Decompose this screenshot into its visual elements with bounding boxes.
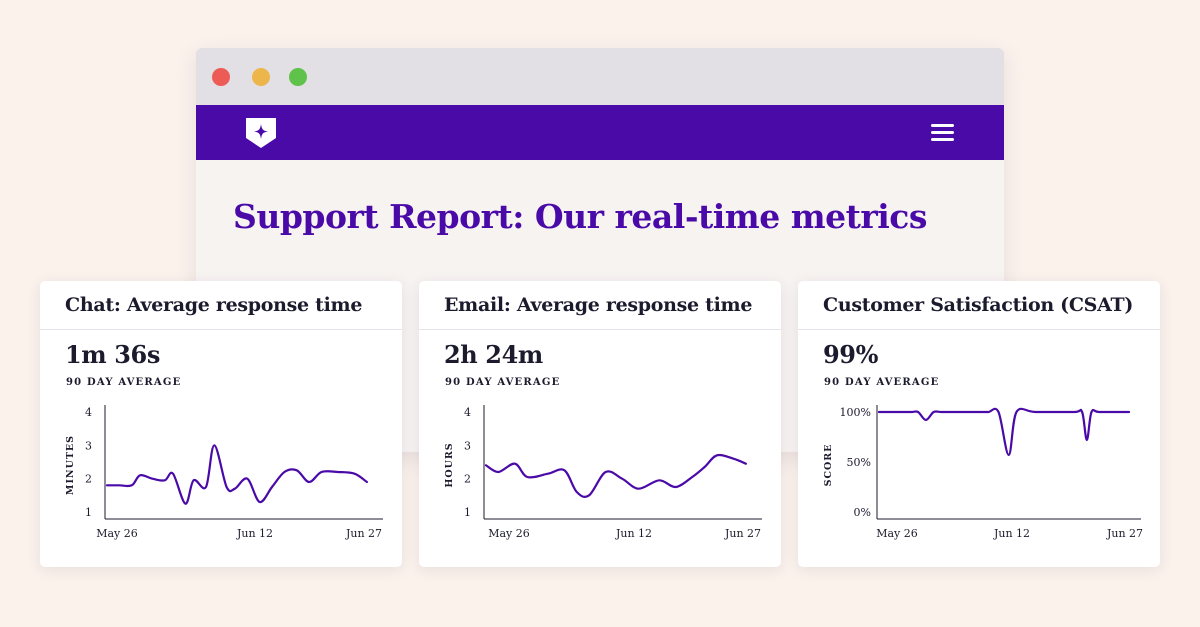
series-line (877, 407, 1131, 457)
card-title: Email: Average response time (419, 281, 781, 330)
metric-subtitle: 90 DAY AVERAGE (824, 377, 940, 388)
x-tick-label: May 26 (488, 527, 530, 540)
metric-subtitle: 90 DAY AVERAGE (66, 377, 182, 388)
csat-card: Customer Satisfaction (CSAT) 99% 90 DAY … (798, 281, 1160, 567)
browser-window: Support Report: Our real-time metrics (196, 48, 1004, 452)
y-axis-label: SCORE (823, 444, 834, 487)
series-line (105, 444, 368, 505)
x-tick-label: May 26 (96, 527, 138, 540)
y-tick-label: 4 (464, 406, 471, 419)
email-response-card: Email: Average response time 2h 24m 90 D… (419, 281, 781, 567)
close-window-button[interactable] (212, 68, 230, 86)
x-tick-label: Jun 27 (345, 527, 382, 540)
x-tick-label: Jun 12 (615, 527, 652, 540)
page-title: Support Report: Our real-time metrics (233, 197, 927, 236)
y-axis-label: MINUTES (65, 435, 76, 495)
x-tick-label: Jun 27 (1106, 527, 1143, 540)
y-tick-label: 3 (85, 439, 92, 452)
x-tick-label: Jun 12 (236, 527, 273, 540)
metric-value: 2h 24m (444, 340, 543, 369)
maximize-window-button[interactable] (289, 68, 307, 86)
browser-titlebar (196, 48, 1004, 105)
metric-value: 1m 36s (65, 340, 160, 369)
y-tick-label: 4 (85, 406, 92, 419)
y-tick-label: 100% (840, 406, 871, 419)
hamburger-menu-icon[interactable] (931, 124, 954, 141)
minimize-window-button[interactable] (252, 68, 270, 86)
y-axis-label: HOURS (444, 442, 455, 487)
y-tick-label: 50% (847, 456, 871, 469)
logo-icon[interactable] (245, 117, 277, 149)
site-navbar (196, 105, 1004, 160)
email-response-chart: 1 2 3 4 HOURS May 26 Jun 12 Jun 27 (444, 405, 762, 540)
chat-response-card: Chat: Average response time 1m 36s 90 DA… (40, 281, 402, 567)
x-tick-label: May 26 (876, 527, 918, 540)
y-tick-label: 1 (464, 506, 471, 519)
card-title: Customer Satisfaction (CSAT) (798, 281, 1160, 330)
csat-chart: 0% 50% 100% SCORE May 26 Jun 12 Jun 27 (823, 405, 1143, 540)
chat-response-chart: 1 2 3 4 MINUTES May 26 Jun 12 Jun 27 (65, 405, 383, 540)
card-title: Chat: Average response time (40, 281, 402, 330)
y-tick-label: 0% (854, 506, 871, 519)
metric-value: 99% (823, 340, 879, 369)
x-tick-label: Jun 27 (724, 527, 761, 540)
y-tick-label: 2 (464, 473, 471, 486)
y-tick-label: 3 (464, 439, 471, 452)
metric-subtitle: 90 DAY AVERAGE (445, 377, 561, 388)
series-line (484, 453, 747, 498)
x-tick-label: Jun 12 (993, 527, 1030, 540)
y-tick-label: 1 (85, 506, 92, 519)
y-tick-label: 2 (85, 473, 92, 486)
